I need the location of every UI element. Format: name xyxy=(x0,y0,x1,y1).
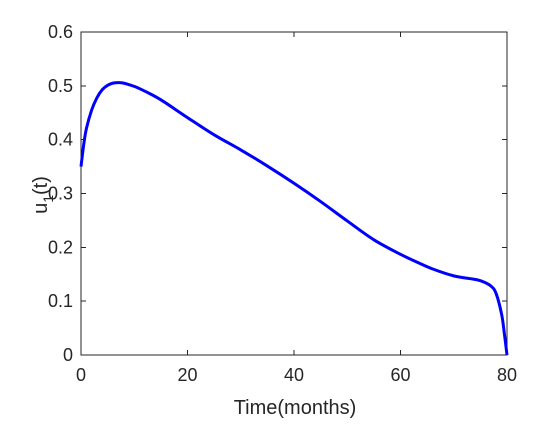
y-tick-label: 0.4 xyxy=(48,130,73,150)
y-tick-label: 0.2 xyxy=(48,237,73,257)
plot-axes xyxy=(80,31,508,356)
x-tick-label: 20 xyxy=(177,365,197,385)
y-tick-label: 0.5 xyxy=(48,76,73,96)
plot-box xyxy=(80,31,508,356)
x-tick-label: 80 xyxy=(497,365,517,385)
series-line xyxy=(79,81,509,356)
y-tick-label: 0.3 xyxy=(48,184,73,204)
y-axis-label: u1(t) xyxy=(30,176,56,214)
x-tick-label: 60 xyxy=(390,365,410,385)
y-axis-label-subscript: 1 xyxy=(40,195,56,203)
y-axis-label-suffix: (t) xyxy=(30,176,52,195)
y-tick-label: 0 xyxy=(63,345,73,365)
y-tick-label: 0.6 xyxy=(48,22,73,42)
tick-marks xyxy=(80,31,508,356)
y-tick-label: 0.1 xyxy=(48,291,73,311)
y-axis-label-main: u xyxy=(30,203,52,214)
x-axis-label: Time(months) xyxy=(234,397,357,419)
x-tick-label: 40 xyxy=(284,365,304,385)
series-group xyxy=(79,81,509,356)
x-tick-label: 0 xyxy=(76,365,86,385)
tick-labels: 0 20 40 60 80 0 0.1 0.2 0.3 0.4 0.5 0.6 xyxy=(48,22,517,385)
